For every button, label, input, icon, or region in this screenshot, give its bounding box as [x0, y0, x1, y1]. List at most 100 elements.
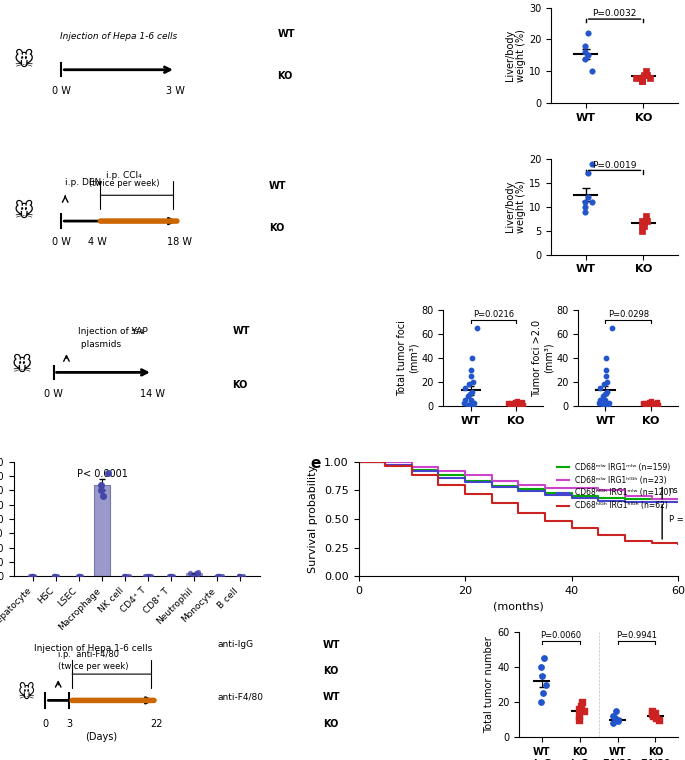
Point [540, 679, 551, 691]
Point [465, 370, 476, 382]
Point [598, 398, 609, 410]
Text: (twice per week): (twice per week) [89, 179, 160, 188]
Point [583, 167, 594, 179]
Point [465, 396, 476, 408]
Y-axis label: Total tumor number: Total tumor number [484, 636, 495, 733]
Point [192, 566, 203, 578]
Text: anti-F4/80: anti-F4/80 [217, 693, 263, 701]
Text: 0: 0 [42, 719, 49, 730]
Point [464, 400, 475, 412]
Point [649, 707, 660, 719]
Point [594, 397, 605, 410]
Point [608, 717, 619, 730]
Point [464, 388, 475, 400]
Point [573, 703, 584, 715]
Point [73, 570, 84, 582]
Point [573, 710, 584, 722]
Point [466, 364, 477, 376]
Text: KO: KO [232, 380, 248, 390]
Point [636, 220, 647, 232]
Point [184, 568, 195, 580]
Point [645, 398, 656, 410]
Text: P< 0.0001: P< 0.0001 [77, 469, 127, 479]
Point [49, 570, 60, 582]
Text: anti-IgG: anti-IgG [217, 640, 253, 649]
Point [606, 322, 617, 334]
Point [651, 396, 662, 408]
Text: Injection of YAP: Injection of YAP [77, 327, 147, 336]
Point [49, 570, 60, 582]
Point [168, 570, 179, 582]
Point [646, 395, 657, 407]
Text: (Days): (Days) [85, 732, 117, 742]
Point [649, 400, 660, 412]
Point [211, 570, 222, 582]
Point [582, 49, 593, 62]
Point [234, 570, 245, 582]
Point [471, 322, 482, 334]
Point [460, 382, 471, 394]
Point [580, 52, 590, 65]
Point [514, 398, 525, 410]
Point [164, 570, 175, 582]
Text: 🐭: 🐭 [12, 356, 32, 375]
Point [48, 570, 59, 582]
Point [190, 567, 201, 579]
Text: 22: 22 [151, 719, 163, 730]
Point [595, 382, 606, 394]
Point [235, 570, 246, 582]
Point [238, 570, 249, 582]
Point [52, 570, 63, 582]
Point [49, 570, 60, 582]
Point [96, 484, 107, 496]
Point [518, 398, 529, 410]
Text: 14 W: 14 W [140, 388, 165, 399]
Point [650, 712, 661, 724]
Point [640, 397, 651, 410]
Point [636, 74, 647, 87]
Point [216, 570, 227, 582]
Y-axis label: Total tumor foci
(mm³): Total tumor foci (mm³) [397, 320, 419, 396]
Text: Injection of Hepa 1-6 cells: Injection of Hepa 1-6 cells [34, 644, 152, 653]
Point [602, 376, 613, 388]
Point [644, 397, 655, 410]
Point [600, 396, 611, 408]
Text: P=0.9941: P=0.9941 [616, 631, 657, 640]
Point [165, 570, 176, 582]
Y-axis label: Liver/body
weight (%): Liver/body weight (%) [505, 180, 526, 233]
Point [510, 398, 521, 410]
Point [576, 696, 587, 708]
Point [630, 71, 641, 84]
Point [640, 65, 651, 78]
Text: KO: KO [323, 718, 338, 729]
Point [467, 398, 478, 410]
Point [646, 705, 657, 717]
Point [214, 570, 225, 582]
Point [102, 467, 113, 479]
Point [96, 479, 107, 491]
Text: plasmids: plasmids [77, 340, 121, 349]
Point [599, 400, 610, 412]
Text: 🐭: 🐭 [18, 684, 35, 702]
Text: P = 0.0091: P = 0.0091 [669, 515, 685, 524]
Point [164, 570, 175, 582]
Point [509, 400, 520, 412]
Point [580, 40, 590, 52]
Point [647, 710, 658, 722]
Point [613, 715, 624, 727]
Point [575, 699, 586, 711]
Point [586, 196, 597, 208]
Point [610, 712, 621, 724]
X-axis label: (months): (months) [493, 602, 544, 612]
Point [146, 570, 157, 582]
Point [466, 352, 477, 364]
Text: 🐭: 🐭 [13, 51, 34, 70]
Point [538, 652, 549, 664]
Point [646, 708, 657, 720]
Point [595, 394, 606, 406]
Point [141, 570, 152, 582]
Point [580, 196, 590, 208]
Point [97, 490, 108, 502]
Point [214, 570, 225, 582]
Point [462, 390, 473, 402]
